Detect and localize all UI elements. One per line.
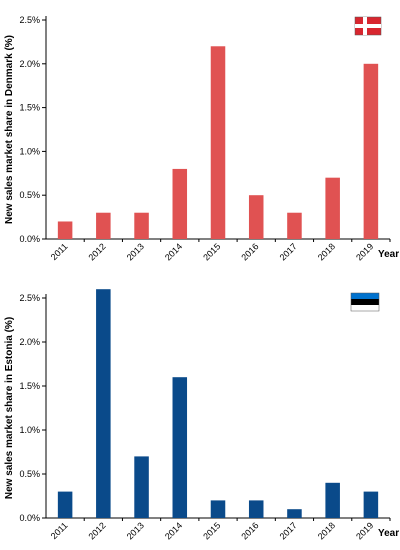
x-tick-label: 2018	[316, 520, 337, 541]
x-tick-label: 2018	[316, 241, 337, 262]
x-tick-label: 2019	[354, 520, 375, 541]
x-tick-label: 2012	[87, 241, 108, 262]
estonia-flag-icon	[350, 292, 380, 312]
x-tick-label: 2013	[125, 520, 146, 541]
y-tick-label: 2.5%	[19, 15, 40, 25]
x-tick-label: 2012	[87, 520, 108, 541]
bar-2012	[96, 212, 111, 239]
y-tick-label: 1.0%	[19, 146, 40, 156]
x-tick-label: 2017	[278, 241, 299, 262]
x-tick-label: 2017	[278, 520, 299, 541]
x-tick-label: 2016	[239, 520, 260, 541]
y-tick-label: 1.5%	[19, 381, 40, 391]
x-tick-label: 2019	[354, 241, 375, 262]
bar-2015	[210, 46, 226, 239]
chart-0: 0.0% 0.5% 1.0% 1.5% 2.0% 2.5% 2011 2012 2013 2014…	[4, 15, 399, 263]
bar-2011	[57, 221, 73, 239]
bar-2018	[325, 482, 340, 518]
x-tick-label: 2015	[201, 520, 222, 541]
bar-2019	[363, 63, 379, 239]
x-axis-title: Year	[378, 249, 399, 260]
x-tick-label: 2014	[163, 241, 184, 262]
y-tick-label: 0.5%	[19, 190, 40, 200]
y-tick-label: 0.0%	[19, 513, 40, 523]
bar-2015	[210, 500, 226, 518]
y-tick-label: 0.0%	[19, 234, 40, 244]
x-tick-label: 2011	[49, 520, 70, 541]
bar-2014	[172, 377, 188, 518]
denmark-flag-icon	[354, 16, 382, 36]
y-tick-label: 2.0%	[19, 337, 40, 347]
bar-2018	[325, 177, 340, 239]
bar-2014	[172, 168, 188, 239]
x-tick-label: 2013	[125, 241, 146, 262]
x-axis-title: Year	[378, 528, 399, 539]
y-axis-title: New sales market share in Denmark (%)	[4, 35, 15, 224]
y-tick-label: 1.0%	[19, 425, 40, 435]
bar-2012	[96, 289, 111, 518]
x-tick-label: 2016	[239, 241, 260, 262]
bar-2017	[287, 509, 302, 518]
y-tick-label: 2.0%	[19, 59, 40, 69]
y-tick-label: 2.5%	[19, 293, 40, 303]
bar-2017	[287, 212, 302, 239]
bar-2016	[248, 195, 264, 239]
x-tick-label: 2014	[163, 520, 184, 541]
y-tick-label: 0.5%	[19, 469, 40, 479]
y-tick-label: 1.5%	[19, 103, 40, 113]
bar-2013	[134, 456, 149, 518]
bar-2011	[57, 491, 73, 518]
bar-2016	[248, 500, 264, 518]
bar-2013	[134, 212, 149, 239]
x-tick-label: 2011	[49, 241, 70, 262]
chart-1: 0.0% 0.5% 1.0% 1.5% 2.0% 2.5% 2011 2012 2013 2014…	[4, 289, 399, 542]
y-axis-title: New sales market share in Estonia (%)	[4, 317, 15, 499]
x-tick-label: 2015	[201, 241, 222, 262]
bar-2019	[363, 491, 379, 518]
